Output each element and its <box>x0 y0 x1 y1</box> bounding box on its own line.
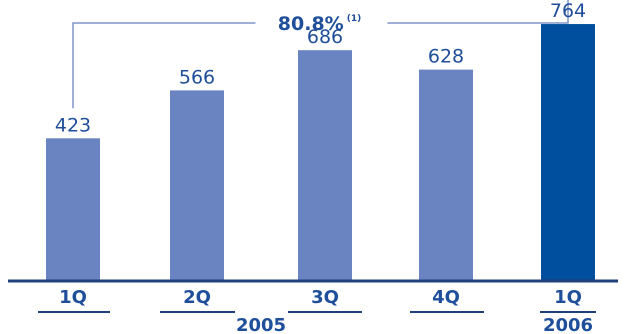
x-tick-label-5: 1Q <box>554 287 582 308</box>
bar-2 <box>170 90 224 280</box>
year-label-2005: 2005 <box>236 315 286 334</box>
value-label-3: 686 <box>307 26 343 48</box>
x-tick-label-2: 2Q <box>183 287 211 308</box>
value-labels: 423 566 686 628 764 <box>55 0 586 136</box>
growth-annotation-value: 80.8% <box>278 13 344 35</box>
year-label-2006: 2006 <box>543 315 593 334</box>
value-label-5: 764 <box>550 0 586 22</box>
growth-annotation: 80.8% (1) <box>278 13 361 35</box>
bar-4 <box>419 69 473 281</box>
x-tick-label-4: 4Q <box>432 287 460 308</box>
bar-3 <box>298 50 352 280</box>
x-tick-label-1: 1Q <box>59 287 87 308</box>
year-labels: 2005 2006 <box>38 311 596 334</box>
value-label-4: 628 <box>428 46 464 68</box>
value-label-2: 566 <box>179 66 215 88</box>
value-label-1: 423 <box>55 114 91 136</box>
bar-5 <box>541 24 595 281</box>
growth-annotation-footnote: (1) <box>347 14 362 24</box>
growth-bracket <box>72 0 569 109</box>
x-tick-label-3: 3Q <box>311 287 339 308</box>
bracket-right <box>387 0 569 24</box>
x-tick-labels: 1Q 2Q 3Q 4Q 1Q <box>59 287 582 308</box>
bar-1 <box>46 138 100 280</box>
bracket-left <box>72 22 256 109</box>
bars <box>46 24 595 281</box>
